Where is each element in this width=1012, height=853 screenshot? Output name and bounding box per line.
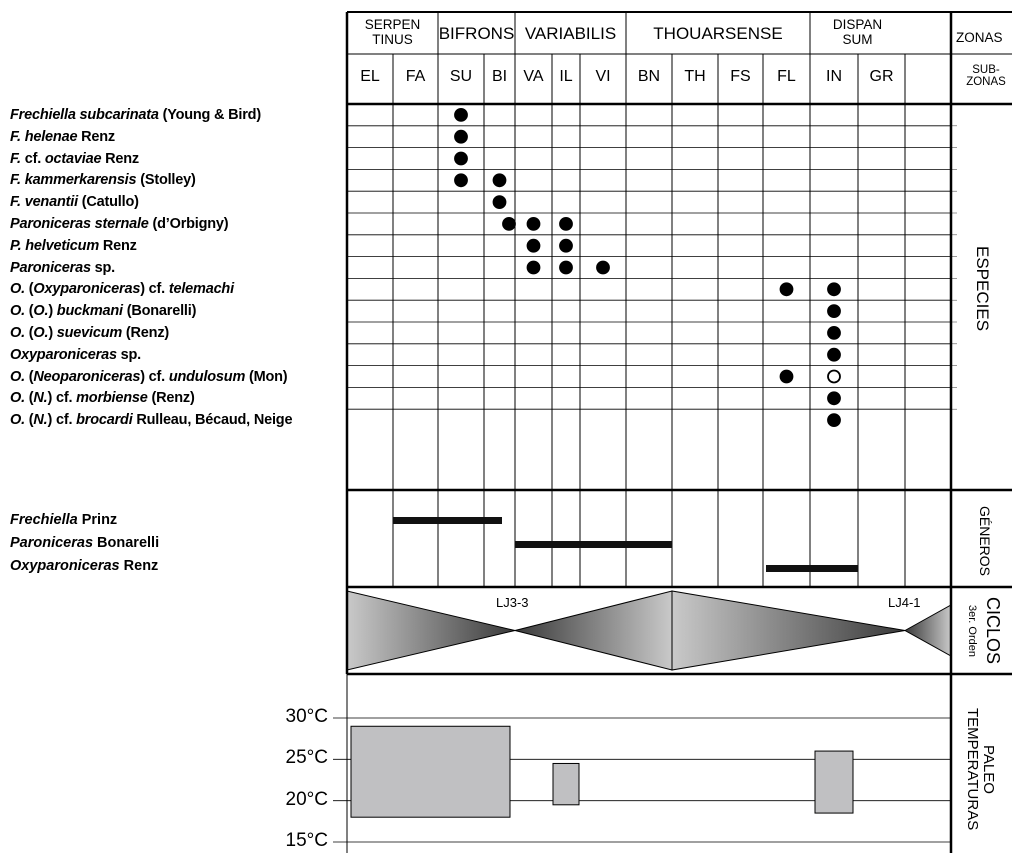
occurrence-dot (492, 173, 507, 188)
zone-header: VARIABILIS (524, 24, 617, 43)
subzone-header: IN (826, 68, 842, 85)
subzone-header: SU (449, 68, 473, 85)
subzone-header: TH (684, 68, 706, 85)
genus-name: Oxyparoniceras Renz (10, 558, 159, 574)
zone-header: SERPEN TINUS (364, 17, 421, 47)
species-name: Paroniceras sp. (10, 259, 116, 276)
species-name: O. (Oxyparoniceras) cf. telemachi (10, 281, 234, 298)
subzone-header: GR (869, 68, 894, 85)
subzone-header: FS (730, 68, 751, 85)
occurrence-dot (827, 325, 841, 340)
temperature-tick: 30°C (285, 706, 328, 727)
especies-label: ESPECIES (973, 246, 992, 332)
genus-name: Frechiella Prinz (10, 512, 118, 528)
species-name: F. cf. octaviae Renz (10, 150, 139, 167)
paleotemperature-box (552, 762, 580, 806)
genus-range-bar (393, 517, 502, 524)
occurrence-dot (502, 216, 516, 231)
subzonas-header: SUB- ZONAS (966, 64, 1006, 88)
occurrence-dot (492, 195, 507, 210)
cycle-triangle (346, 590, 516, 671)
zone-header: DISPAN SUM (832, 17, 883, 47)
occurrence-dot (827, 413, 841, 428)
paleotemperature-box (814, 750, 854, 814)
cycle-triangle (671, 590, 906, 671)
paleotemperature-box (350, 725, 511, 818)
chart-grid (333, 12, 1012, 843)
species-name: Paroniceras sternale (d’Orbigny) (10, 216, 229, 232)
temperature-tick: 25°C (285, 747, 328, 769)
species-name: O. (N.) cf. brocardi Rulleau, Bécaud, Ne… (10, 412, 293, 429)
species-name: O. (O.) buckmani (Bonarelli) (10, 303, 197, 320)
subzone-header: IL (559, 68, 573, 85)
paleotemperaturas-label: PALEO TEMPERATURAS (964, 707, 997, 831)
zone-header: BIFRONS (438, 24, 515, 43)
occurrence-dot (827, 347, 841, 362)
species-name: O. (O.) suevicum (Renz) (10, 325, 170, 341)
species-name: O. (Neoparoniceras) cf. undulosum (Mon) (10, 368, 288, 385)
ciclos-label: CICLOS (983, 597, 1003, 665)
occurrence-dot (559, 260, 573, 275)
subzone-header: FA (405, 68, 426, 85)
subzone-header: EL (360, 68, 380, 85)
occurrence-dot (454, 151, 468, 166)
zonas-header: ZONAS (956, 30, 1003, 45)
occurrence-dot (596, 260, 610, 275)
cycle-triangle (514, 590, 673, 671)
genus-range-bars (393, 517, 858, 572)
occurrence-dot (827, 391, 841, 406)
generos-label: GÉNEROS (977, 505, 993, 576)
subzone-header: VI (595, 68, 611, 85)
subzone-header: BN (637, 68, 661, 85)
cycle-label: LJ4-1 (888, 595, 921, 610)
species-name: F. kammerkarensis (Stolley) (10, 172, 196, 189)
occurrence-dot (526, 260, 541, 275)
occurrence-dot (454, 108, 468, 122)
cycle-label: LJ3-3 (496, 595, 529, 610)
occurrence-dot (827, 304, 841, 319)
subzone-header: VA (523, 68, 544, 85)
species-name: Oxyparoniceras sp. (10, 346, 142, 363)
occurrence-dot (454, 129, 468, 144)
occurrence-dot (526, 216, 541, 231)
zone-header: THOUARSENSE (653, 24, 783, 43)
temperature-tick: 15°C (285, 830, 328, 851)
genus-range-bar (515, 541, 672, 548)
paleotemperature-boxes (350, 725, 854, 818)
genus-name: Paroniceras Bonarelli (10, 535, 160, 551)
occurrence-dot (526, 238, 541, 253)
chart-frame (345, 11, 1012, 853)
subzone-header: BI (491, 68, 508, 85)
occurrence-marks (454, 108, 841, 428)
species-name: F. helenae Renz (10, 128, 115, 145)
species-name: F. venantii (Catullo) (10, 194, 139, 211)
occurrence-dot (827, 282, 841, 297)
species-name: O. (N.) cf. morbiense (Renz) (10, 390, 195, 407)
occurrence-dot (559, 216, 573, 231)
occurrence-dot (559, 238, 573, 253)
temperature-tick: 20°C (285, 788, 328, 810)
occurrence-dot (454, 173, 468, 188)
subzone-header: FL (777, 68, 796, 85)
ciclos-order-label: 3er. Orden (966, 605, 978, 657)
species-name: Frechiella subcarinata (Young & Bird) (10, 107, 261, 123)
genus-range-bar (766, 565, 858, 572)
sequence-cycles (346, 590, 952, 671)
occurrence-dot (779, 282, 794, 297)
cycle-triangle (903, 604, 952, 657)
occurrence-dot (827, 369, 841, 384)
species-name: P. helveticum Renz (10, 237, 137, 254)
occurrence-dot (779, 369, 794, 384)
